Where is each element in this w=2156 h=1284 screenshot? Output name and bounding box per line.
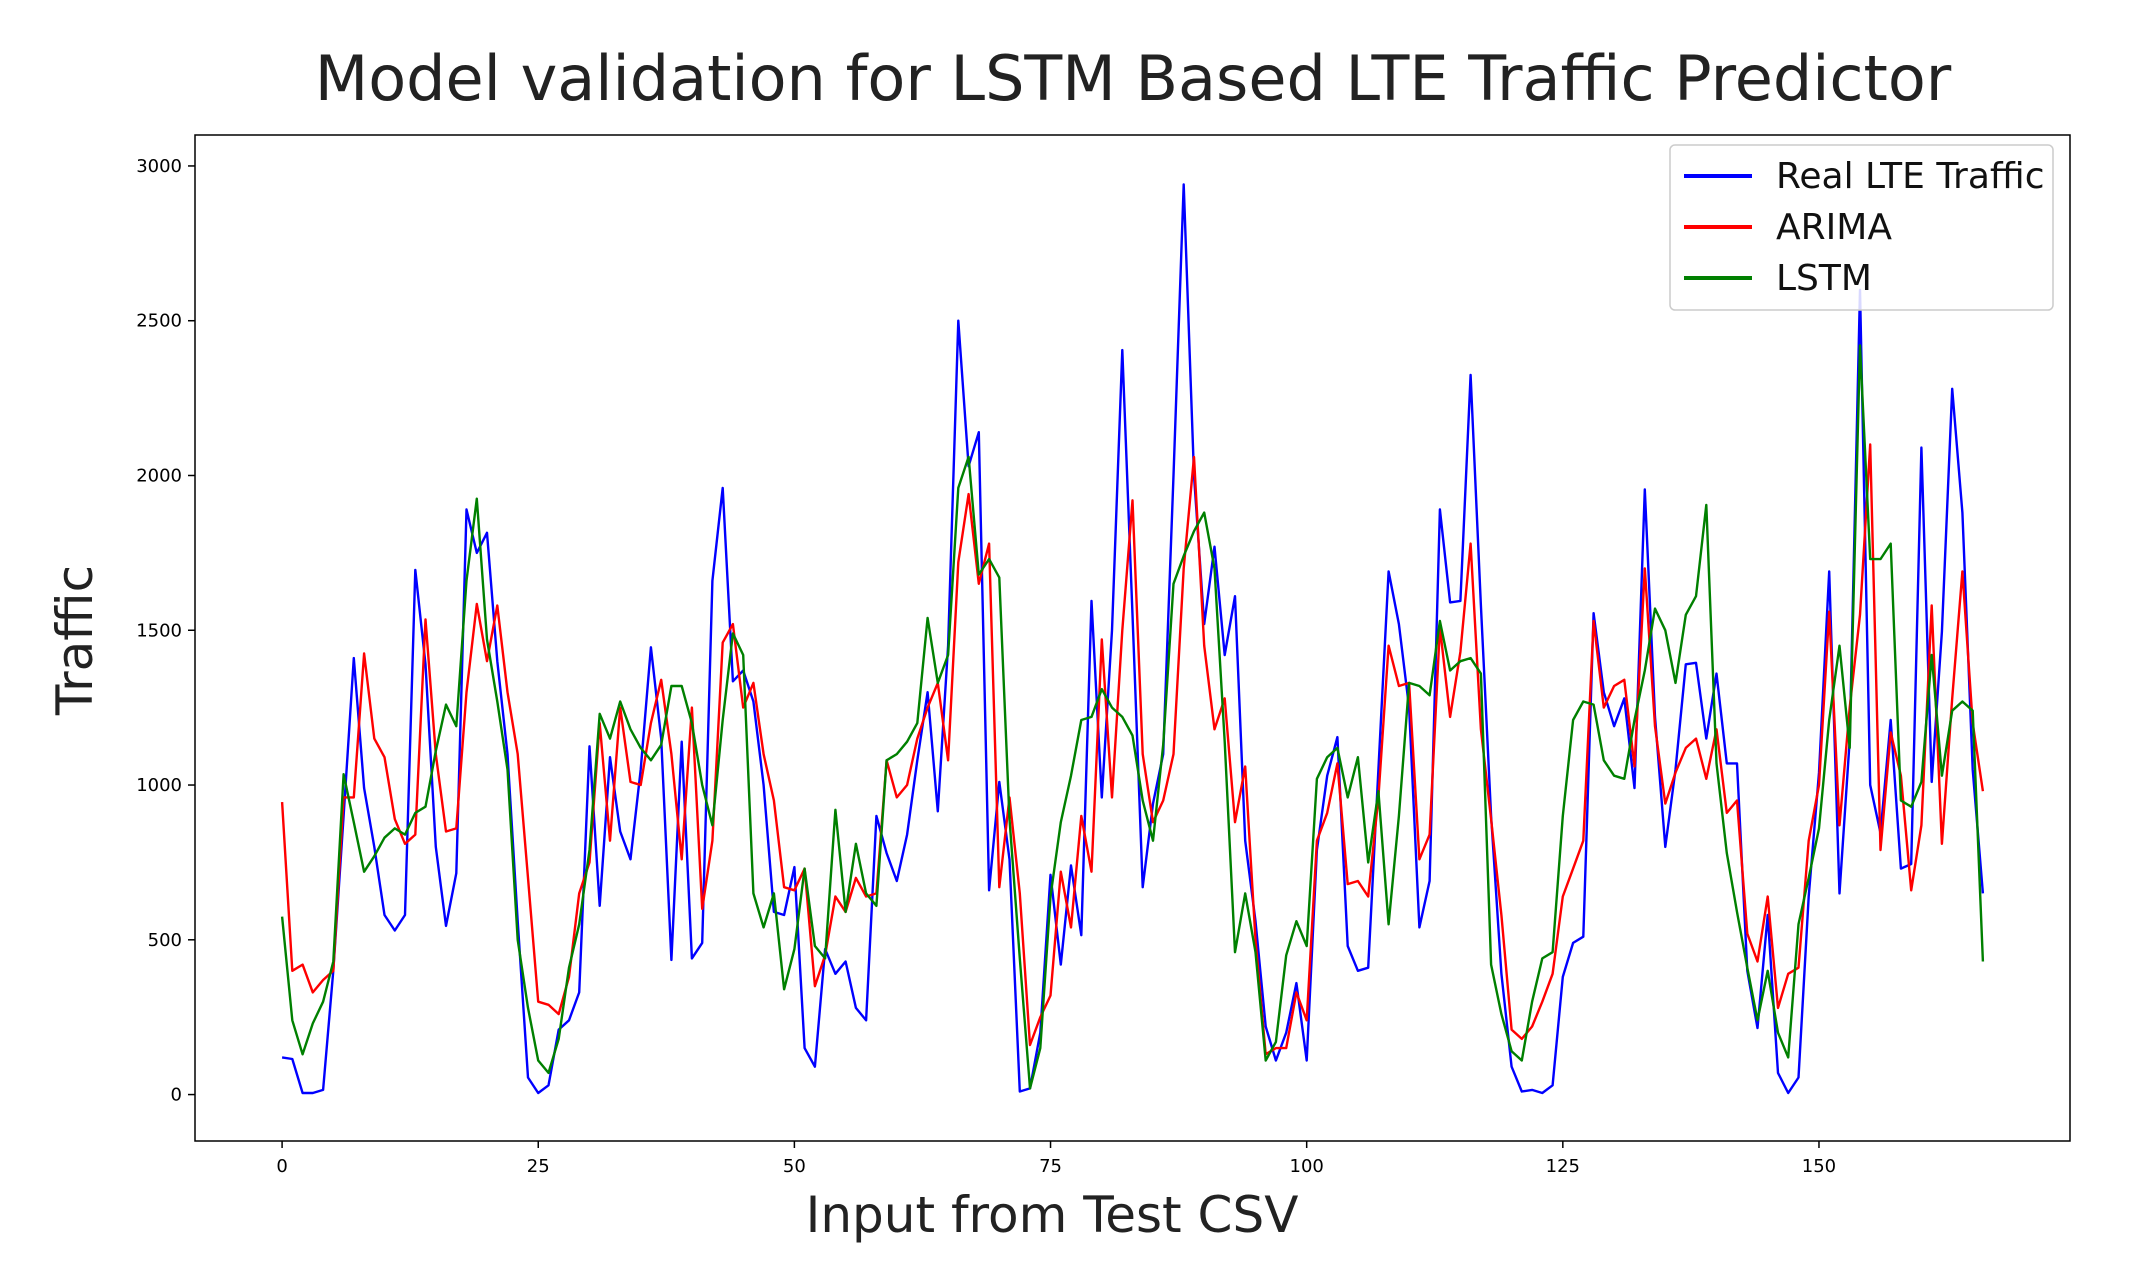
y-tick-label: 1500 bbox=[136, 620, 182, 641]
x-tick-label: 100 bbox=[1290, 1156, 1324, 1177]
x-axis-label: Input from Test CSV bbox=[806, 1186, 1299, 1244]
plot-frame bbox=[194, 134, 2071, 1142]
legend-frame bbox=[1669, 144, 2054, 311]
legend-label: ARIMA bbox=[1776, 207, 1892, 248]
legend-label: Real LTE Traffic bbox=[1776, 156, 2045, 197]
y-tick-label: 0 bbox=[171, 1085, 182, 1106]
x-axis-ticks: 0 25 50 75 100 125 150 bbox=[276, 1141, 1836, 1177]
y-tick-label: 3000 bbox=[136, 156, 182, 177]
legend: Real LTE Traffic ARIMA LSTM bbox=[1669, 144, 2054, 311]
y-tick-label: 2500 bbox=[136, 311, 182, 332]
x-tick-label: 25 bbox=[527, 1156, 550, 1177]
y-tick-label: 2000 bbox=[136, 465, 182, 486]
y-axis-ticks: 0 500 1000 1500 2000 2500 3000 bbox=[136, 156, 195, 1106]
series-layer bbox=[280, 183, 1985, 1095]
series-line-1 bbox=[281, 183, 1985, 1095]
chart-title: Model validation for LSTM Based LTE Traf… bbox=[315, 42, 1952, 115]
x-tick-label: 0 bbox=[276, 1156, 287, 1177]
x-tick-label: 150 bbox=[1802, 1156, 1836, 1177]
x-tick-label: 50 bbox=[783, 1156, 806, 1177]
y-tick-label: 500 bbox=[148, 930, 182, 951]
legend-label: LSTM bbox=[1776, 258, 1872, 299]
x-tick-label: 75 bbox=[1039, 1156, 1062, 1177]
y-tick-label: 1000 bbox=[136, 775, 182, 796]
y-axis-label: Traffic bbox=[46, 565, 104, 716]
series-line-3 bbox=[280, 344, 1985, 1090]
x-tick-label: 125 bbox=[1546, 1156, 1580, 1177]
